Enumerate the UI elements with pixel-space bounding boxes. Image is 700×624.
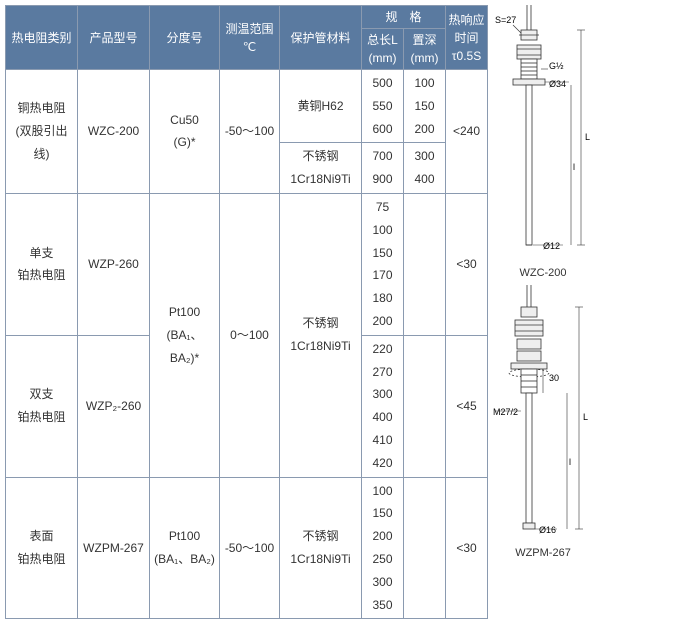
svg-text:l: l <box>569 457 571 467</box>
cell-len: 75100150170180200 <box>362 193 404 335</box>
cell-time: <45 <box>446 335 488 477</box>
cell-depth <box>404 335 446 477</box>
dim-g12: G½ <box>549 61 564 71</box>
cell-range: -50～100 <box>220 477 280 619</box>
cell-type: 双支铂热电阻 <box>6 335 78 477</box>
th-time: 热响应时间τ0.5S <box>446 6 488 70</box>
cell-mat: 不锈钢1Cr18Ni9Ti <box>280 477 362 619</box>
cell-mat: 不锈钢1Cr18Ni9Ti <box>280 143 362 194</box>
cell-mat: 黄铜H62 <box>280 70 362 143</box>
spec-table: 热电阻类别 产品型号 分度号 测温范围℃ 保护管材料 规 格 热响应时间τ0.5… <box>5 5 488 619</box>
wzpm-267-diagram: 30 M27/2 Ø16 L l <box>493 285 593 545</box>
cell-depth <box>404 477 446 619</box>
dim-m27: M27/2 <box>493 407 518 417</box>
th-range: 测温范围℃ <box>220 6 280 70</box>
cell-depth: 100150200 <box>404 70 446 143</box>
th-material: 保护管材料 <box>280 6 362 70</box>
th-spec: 规 格 <box>362 6 446 29</box>
th-grade: 分度号 <box>150 6 220 70</box>
diagram-label-1: WZC-200 <box>493 267 593 279</box>
dim-d16: Ø16 <box>539 525 556 535</box>
th-depth: 置深(mm) <box>404 29 446 70</box>
cell-depth <box>404 193 446 335</box>
cell-model: WZC-200 <box>78 70 150 194</box>
cell-grade: Pt100(BA₁、BA₂) <box>150 477 220 619</box>
cell-len: 220270300400410420 <box>362 335 404 477</box>
cell-type: 单支铂热电阻 <box>6 193 78 335</box>
dim-d34: Ø34 <box>549 79 566 89</box>
cell-range: -50～100 <box>220 70 280 194</box>
cell-model: WZP-260 <box>78 193 150 335</box>
cell-mat: 不锈钢1Cr18Ni9Ti <box>280 193 362 477</box>
cell-model: WZPM-267 <box>78 477 150 619</box>
diagram-panel: S=27 G½ Ø34 Ø12 L l WZC-200 <box>488 5 593 565</box>
cell-len: 500550600 <box>362 70 404 143</box>
svg-text:l: l <box>573 162 575 172</box>
cell-model: WZP₂-260 <box>78 335 150 477</box>
cell-depth: 300400 <box>404 143 446 194</box>
cell-range: 0～100 <box>220 193 280 477</box>
svg-text:L: L <box>583 412 588 422</box>
cell-time: <30 <box>446 193 488 335</box>
dim-30: 30 <box>549 373 559 383</box>
th-type: 热电阻类别 <box>6 6 78 70</box>
cell-len: 100150200250300350 <box>362 477 404 619</box>
table-row: 单支铂热电阻 WZP-260 Pt100(BA₁、BA₂)* 0～100 不锈钢… <box>6 193 488 335</box>
table-row: 铜热电阻(双股引出线) WZC-200 Cu50(G)* -50～100 黄铜H… <box>6 70 488 143</box>
table-row: 表面铂热电阻 WZPM-267 Pt100(BA₁、BA₂) -50～100 不… <box>6 477 488 619</box>
th-len: 总长L(mm) <box>362 29 404 70</box>
dim-s27: S=27 <box>495 15 516 25</box>
svg-text:L: L <box>585 132 590 142</box>
cell-grade: Pt100(BA₁、BA₂)* <box>150 193 220 477</box>
cell-time: <30 <box>446 477 488 619</box>
cell-type: 铜热电阻(双股引出线) <box>6 70 78 194</box>
th-model: 产品型号 <box>78 6 150 70</box>
wzc-200-diagram: S=27 G½ Ø34 Ø12 L l <box>493 5 593 265</box>
cell-type: 表面铂热电阻 <box>6 477 78 619</box>
cell-grade: Cu50(G)* <box>150 70 220 194</box>
dim-d12: Ø12 <box>543 241 560 251</box>
diagram-label-2: WZPM-267 <box>493 547 593 559</box>
cell-time: <240 <box>446 70 488 194</box>
cell-len: 700900 <box>362 143 404 194</box>
